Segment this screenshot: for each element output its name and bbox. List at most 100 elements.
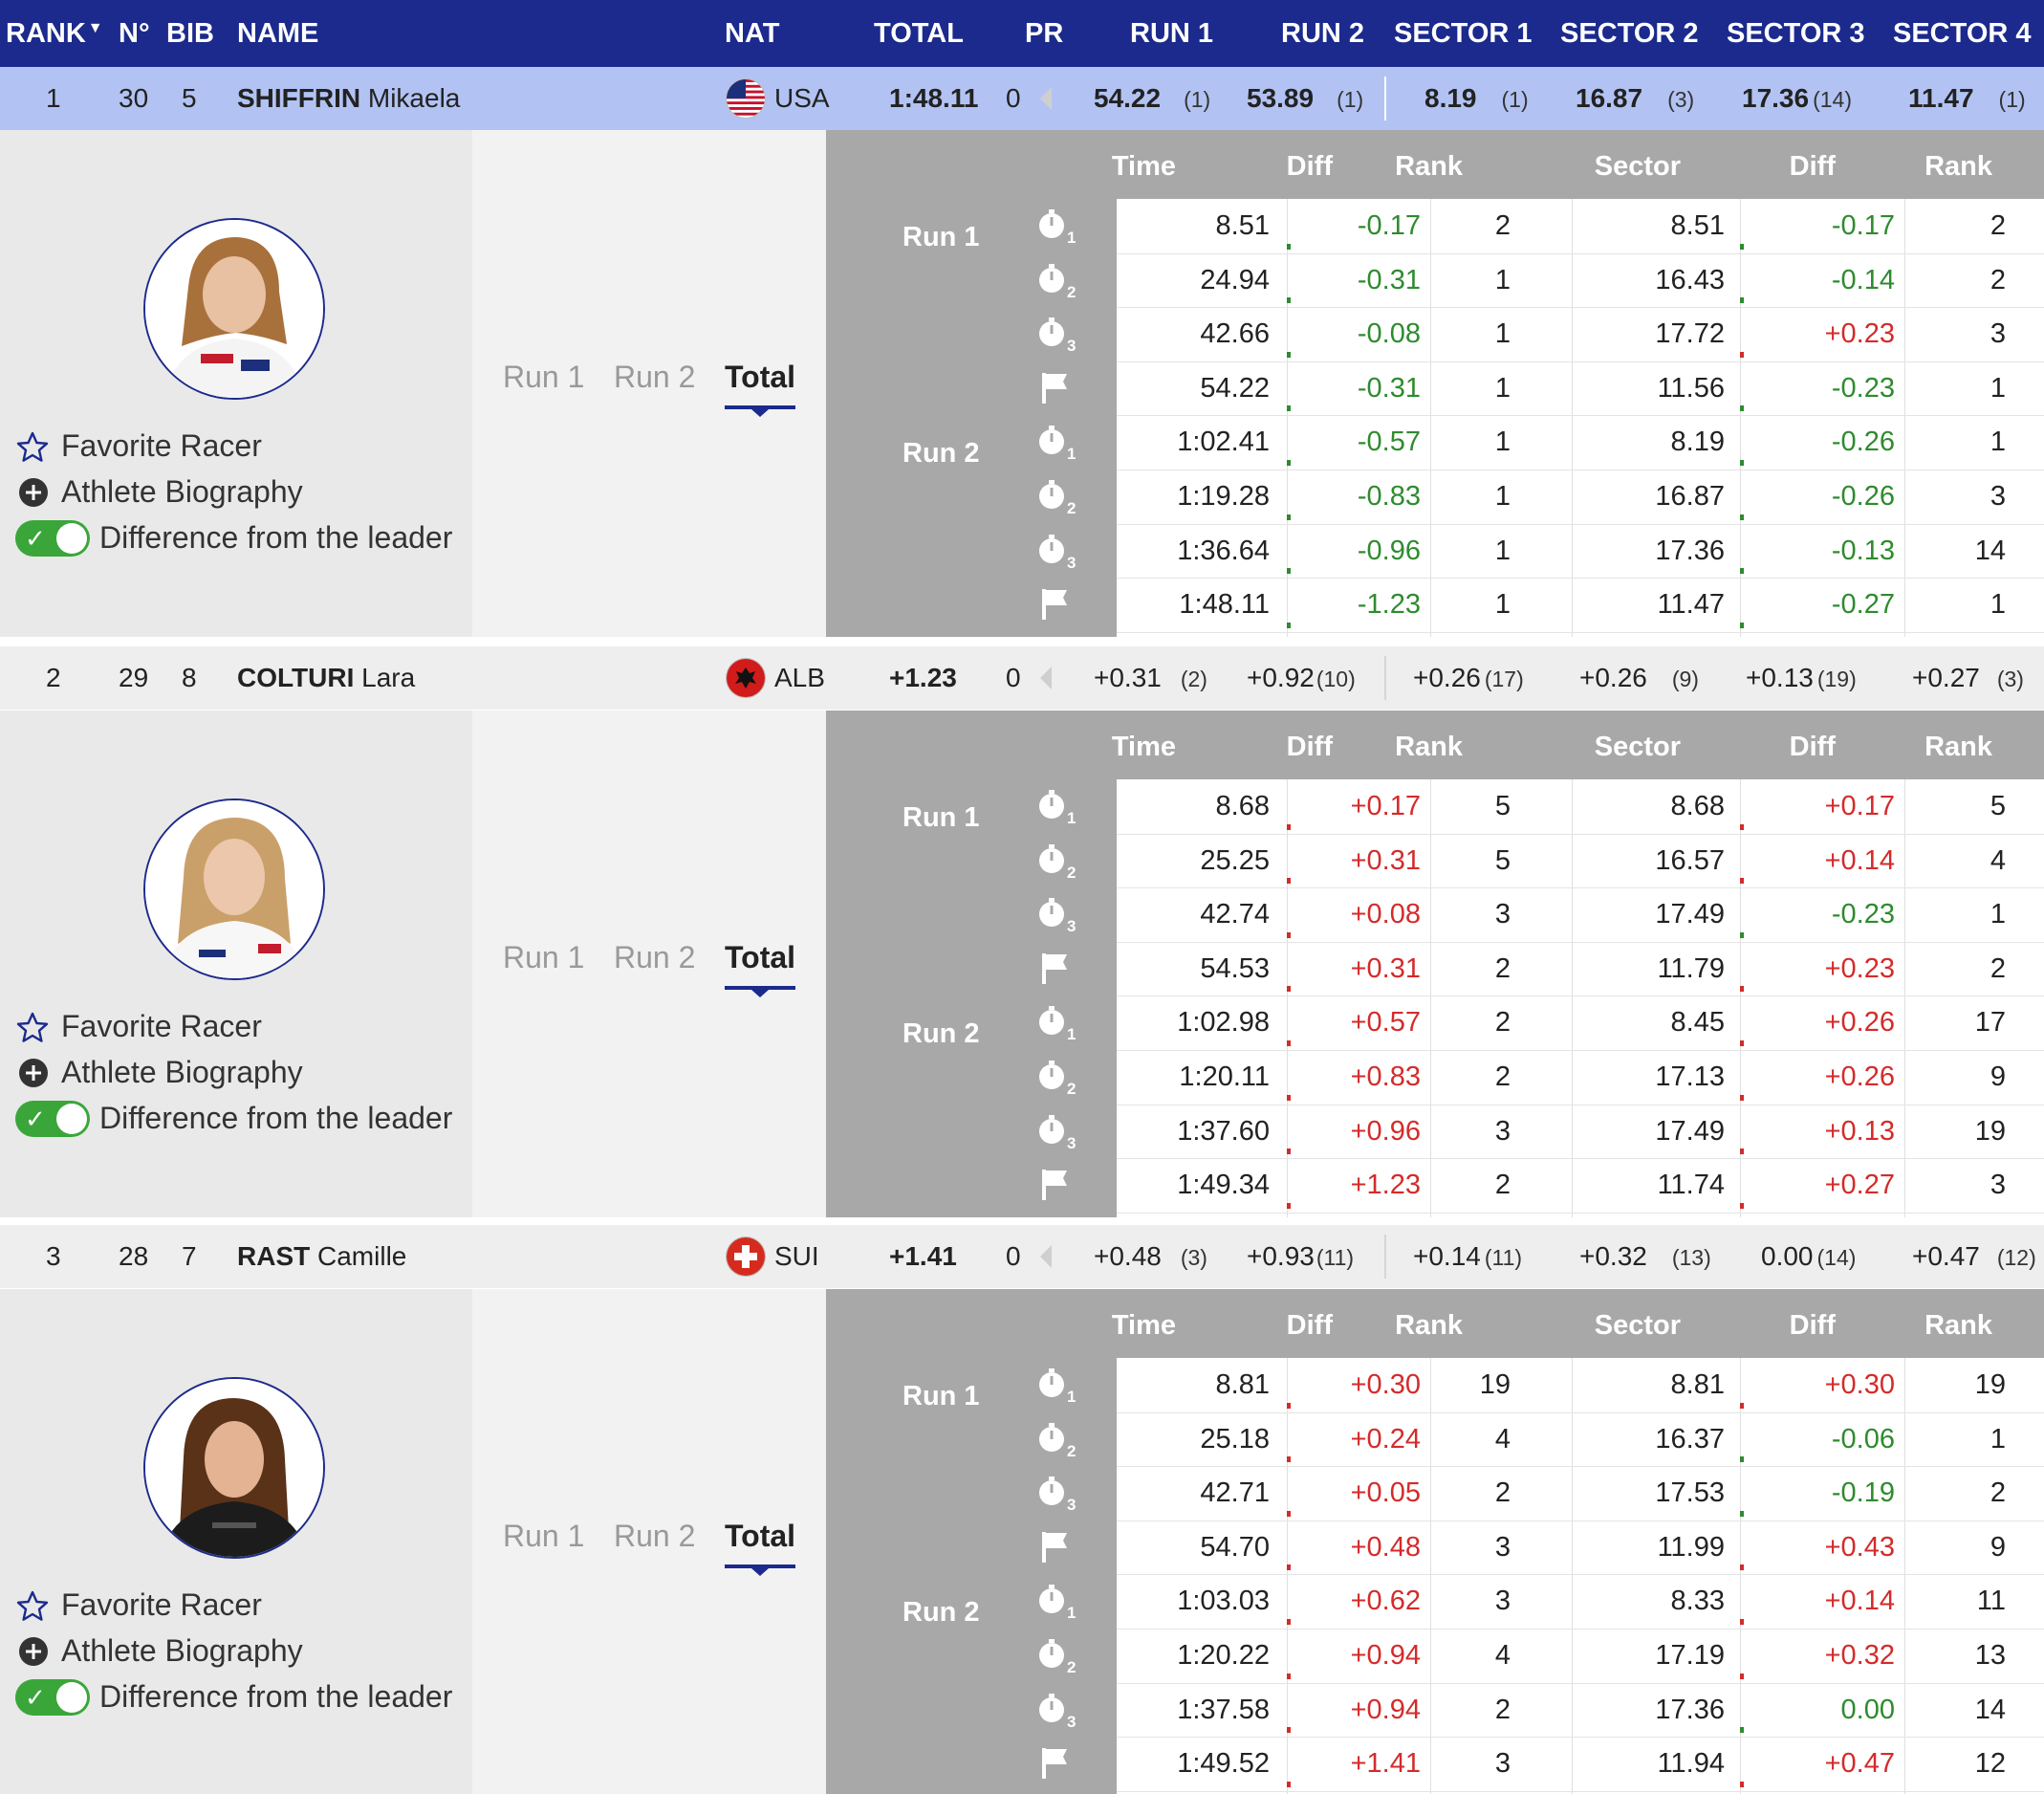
split-rank: 19 bbox=[1479, 1369, 1511, 1400]
stopwatch-1-icon: 1 bbox=[1034, 1580, 1076, 1622]
tab-total[interactable]: Total bbox=[725, 1519, 796, 1576]
checkmark-icon: ✓ bbox=[25, 1105, 46, 1133]
tab-total[interactable]: Total bbox=[725, 360, 796, 417]
split-diff: +1.23 bbox=[1350, 1170, 1421, 1201]
run2-label: Run 2 bbox=[902, 1597, 980, 1628]
athlete-row[interactable]: 2 29 8 COLTURI Lara ALB +1.23 0 +0.31 (2) +0.92(1… bbox=[0, 646, 2044, 710]
tab-total[interactable]: Total bbox=[725, 940, 796, 997]
split-row: 25.25 +0.31 5 16.57 +0.14 4 bbox=[1117, 834, 2044, 889]
sector3-rank: (19) bbox=[1816, 667, 1857, 691]
split-rank: 2 bbox=[1494, 1477, 1511, 1509]
sector-diff-marker bbox=[1740, 1039, 1744, 1046]
sector1-rank: (17) bbox=[1484, 667, 1524, 691]
athlete-number: 29 bbox=[119, 663, 149, 692]
sector3-result: 0.00 (14) bbox=[1761, 1225, 1856, 1288]
athlete-row[interactable]: 3 28 7 RAST Camille SUI +1.41 0 +0.48 (3) +0.93(1… bbox=[0, 1225, 2044, 1288]
athlete-rank: 2 bbox=[46, 663, 61, 692]
diff-marker bbox=[1287, 459, 1291, 466]
finish-flag-icon bbox=[1034, 1742, 1076, 1784]
diff-marker bbox=[1287, 1149, 1291, 1155]
tab-run1[interactable]: Run 1 bbox=[503, 360, 585, 394]
sector-diff: +0.43 bbox=[1824, 1531, 1895, 1563]
svg-text:2: 2 bbox=[1067, 283, 1076, 301]
column-divider bbox=[1572, 779, 1573, 1217]
athlete-nation: SUI bbox=[774, 1241, 819, 1271]
split-rank: 1 bbox=[1494, 535, 1511, 566]
sector-time: 8.45 bbox=[1670, 1007, 1725, 1039]
sector2-time: +0.32 bbox=[1579, 1241, 1647, 1271]
col-run1-header[interactable]: RUN 1 bbox=[1130, 18, 1214, 49]
athlete-pr: 0 bbox=[1006, 83, 1021, 113]
split-time: 54.53 bbox=[1200, 952, 1270, 984]
sector-time: 16.87 bbox=[1655, 481, 1725, 512]
col-bib-header[interactable]: BIB bbox=[166, 18, 214, 49]
tab-run2[interactable]: Run 2 bbox=[614, 1519, 696, 1553]
athlete-avatar[interactable] bbox=[143, 1377, 325, 1559]
split-diff: -0.83 bbox=[1357, 481, 1421, 512]
col-total-header[interactable]: TOTAL bbox=[874, 18, 964, 49]
split-time: 1:03.03 bbox=[1177, 1586, 1270, 1617]
athlete-row[interactable]: 1 30 5 SHIFFRIN Mikaela USA 1:48.11 0 54.22 (1) 5… bbox=[0, 67, 2044, 130]
tab-run1[interactable]: Run 1 bbox=[503, 1519, 585, 1553]
tab-run2[interactable]: Run 2 bbox=[614, 360, 696, 394]
favorite-racer-label: Favorite Racer bbox=[61, 1587, 262, 1622]
split-rank: 1 bbox=[1494, 372, 1511, 404]
split-rank: 1 bbox=[1494, 589, 1511, 621]
toggle-switch[interactable]: ✓ bbox=[15, 520, 90, 557]
col-nat-header[interactable]: NAT bbox=[725, 18, 780, 49]
col-sector3-header[interactable]: SECTOR 3 bbox=[1727, 18, 1865, 49]
sector-diff: +0.13 bbox=[1824, 1115, 1895, 1147]
col-name-header[interactable]: NAME bbox=[237, 18, 319, 49]
col-sector1-header[interactable]: SECTOR 1 bbox=[1394, 18, 1533, 49]
sector-rank: 3 bbox=[1990, 318, 2006, 350]
sector-diff-marker bbox=[1740, 514, 1744, 520]
athlete-name[interactable]: RAST Camille bbox=[237, 1225, 406, 1288]
run1-result: +0.31 (2) bbox=[1094, 646, 1207, 710]
col-no-header[interactable]: N° bbox=[119, 18, 150, 49]
athlete-name[interactable]: SHIFFRIN Mikaela bbox=[237, 67, 460, 130]
toggle-switch[interactable]: ✓ bbox=[15, 1679, 90, 1716]
column-divider bbox=[1740, 199, 1741, 637]
tab-run1[interactable]: Run 1 bbox=[503, 940, 585, 974]
sector-rank: 2 bbox=[1990, 210, 2006, 241]
tab-run2[interactable]: Run 2 bbox=[614, 940, 696, 974]
athlete-name[interactable]: COLTURI Lara bbox=[237, 646, 415, 710]
col-sector2-header[interactable]: SECTOR 2 bbox=[1560, 18, 1699, 49]
athlete-biography-label: Athlete Biography bbox=[61, 474, 303, 509]
stopwatch-3-icon: 3 bbox=[1034, 1472, 1076, 1514]
athlete-avatar[interactable] bbox=[143, 218, 325, 400]
col-rank-header[interactable]: RANK ▼ bbox=[6, 0, 103, 67]
sector1-rank: (11) bbox=[1484, 1245, 1523, 1270]
svg-text:2: 2 bbox=[1067, 1658, 1076, 1676]
run2-rank: (1) bbox=[1337, 87, 1364, 112]
sector-rank: 11 bbox=[1976, 1586, 2006, 1617]
athlete-rank: 3 bbox=[46, 1241, 61, 1271]
toggle-switch[interactable]: ✓ bbox=[15, 1101, 90, 1137]
diff-marker bbox=[1287, 1039, 1291, 1046]
athlete-avatar[interactable] bbox=[143, 799, 325, 980]
sector-rank: 2 bbox=[1990, 952, 2006, 984]
pr-arrow-icon bbox=[1040, 87, 1052, 110]
plus-circle-icon bbox=[18, 1635, 49, 1677]
col-diff-header: Diff bbox=[1286, 1310, 1333, 1341]
sector2-rank: (13) bbox=[1671, 1245, 1711, 1270]
star-outline-icon bbox=[15, 1011, 50, 1056]
split-diff: -0.96 bbox=[1357, 535, 1421, 566]
split-diff: +0.31 bbox=[1350, 844, 1421, 876]
svg-text:1: 1 bbox=[1067, 229, 1076, 247]
nation-flag-icon bbox=[727, 1237, 765, 1276]
svg-text:3: 3 bbox=[1067, 1496, 1076, 1514]
split-row: 1:19.28 -0.83 1 16.87 -0.26 3 bbox=[1117, 470, 2044, 525]
col-run2-header[interactable]: RUN 2 bbox=[1281, 18, 1365, 49]
split-rank: 3 bbox=[1494, 1586, 1511, 1617]
col-sector4-header[interactable]: SECTOR 4 bbox=[1893, 18, 2032, 49]
favorite-racer-label: Favorite Racer bbox=[61, 428, 262, 463]
nation-flag-icon bbox=[727, 659, 765, 697]
split-diff: -1.23 bbox=[1357, 589, 1421, 621]
athlete-firstname: Camille bbox=[317, 1241, 407, 1271]
col-pr-header[interactable]: PR bbox=[1025, 18, 1064, 49]
run-tabs: Run 1 Run 2 Total bbox=[472, 940, 826, 997]
sector-time: 11.94 bbox=[1657, 1748, 1725, 1780]
sector-rank: 5 bbox=[1990, 791, 2006, 821]
